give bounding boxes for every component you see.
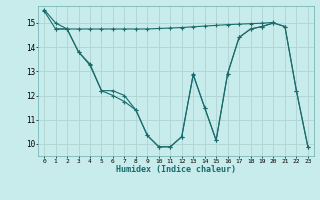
X-axis label: Humidex (Indice chaleur): Humidex (Indice chaleur): [116, 165, 236, 174]
